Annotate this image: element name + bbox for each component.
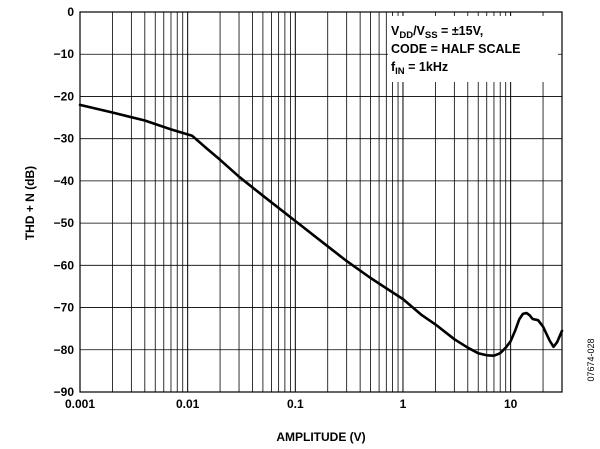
series-line xyxy=(78,103,564,358)
y-tick-label: −70 xyxy=(54,301,75,315)
x-tick-label: 0.1 xyxy=(287,397,304,411)
annotation-background xyxy=(388,16,558,82)
x-tick-label: 0.001 xyxy=(65,397,95,411)
plot-frame xyxy=(79,11,563,393)
annotation-line-3: fIN = 1kHz xyxy=(391,60,448,77)
x-tick-label: 10 xyxy=(504,397,518,411)
y-tick-label: −50 xyxy=(54,216,75,230)
y-tick-label: −20 xyxy=(54,89,75,103)
annotation-line-1: VDD/VSS = ±15V, xyxy=(391,24,483,41)
series-layer xyxy=(78,103,564,358)
y-tick-label: −40 xyxy=(54,174,75,188)
annotation: VDD/VSS = ±15V, CODE = HALF SCALE fIN = … xyxy=(391,24,521,77)
y-tick-label: 0 xyxy=(67,5,74,19)
x-tick-label: 1 xyxy=(400,397,407,411)
y-tick-labels: 0 −10 −20 −30 −40 −50 −60 −70 −80 −90 xyxy=(54,5,75,399)
annotation-line-2: CODE = HALF SCALE xyxy=(391,42,521,56)
x-axis-title: AMPLITUDE (V) xyxy=(276,430,365,444)
y-tick-label: −10 xyxy=(54,47,75,61)
y-axis-title: THD + N (dB) xyxy=(23,166,37,240)
x-tick-labels: 0.001 0.01 0.1 1 10 xyxy=(65,397,518,411)
y-tick-label: −90 xyxy=(54,385,75,399)
y-tick-label: −80 xyxy=(54,343,75,357)
y-tick-label: −60 xyxy=(54,258,75,272)
figure-id: 07674-028 xyxy=(586,338,596,381)
x-tick-label: 0.01 xyxy=(176,397,200,411)
y-tick-label: −30 xyxy=(54,132,75,146)
